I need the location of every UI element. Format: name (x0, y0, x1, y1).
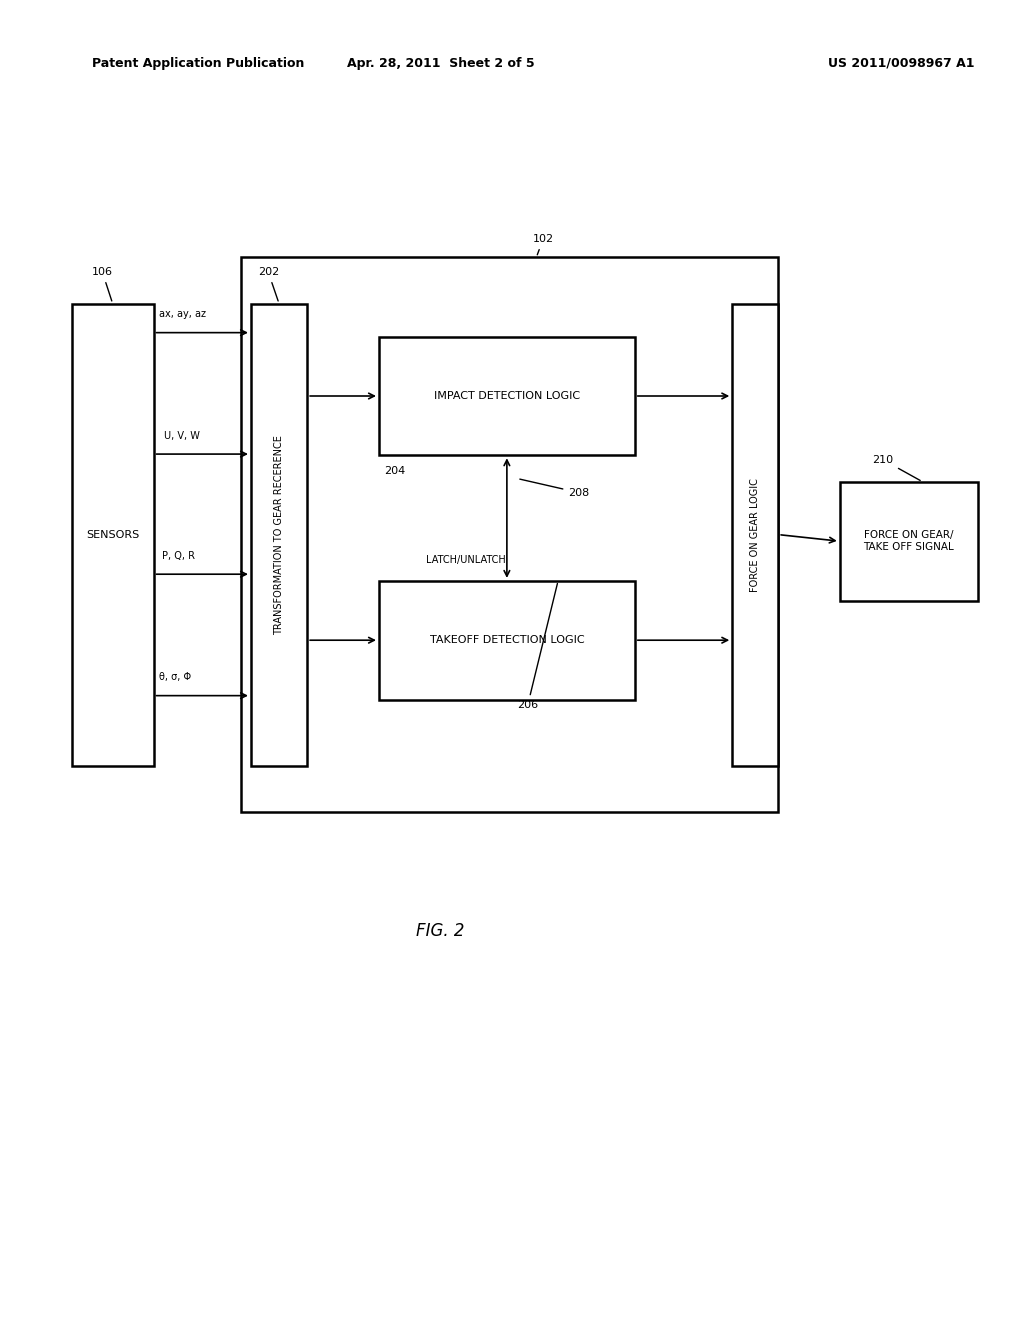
Text: IMPACT DETECTION LOGIC: IMPACT DETECTION LOGIC (434, 391, 580, 401)
FancyBboxPatch shape (379, 581, 635, 700)
Text: 102: 102 (532, 234, 554, 255)
Text: 202: 202 (258, 267, 279, 301)
Text: TAKEOFF DETECTION LOGIC: TAKEOFF DETECTION LOGIC (429, 635, 585, 645)
FancyBboxPatch shape (241, 257, 778, 812)
Text: TRANSFORMATION TO GEAR RECERENCE: TRANSFORMATION TO GEAR RECERENCE (274, 434, 284, 635)
FancyBboxPatch shape (840, 482, 978, 601)
Text: Apr. 28, 2011  Sheet 2 of 5: Apr. 28, 2011 Sheet 2 of 5 (346, 57, 535, 70)
Text: 208: 208 (520, 479, 590, 498)
Text: 106: 106 (92, 267, 113, 301)
Text: US 2011/0098967 A1: US 2011/0098967 A1 (827, 57, 975, 70)
Text: U, V, W: U, V, W (164, 430, 200, 441)
Text: SENSORS: SENSORS (86, 529, 139, 540)
Text: 204: 204 (384, 466, 406, 477)
Text: FORCE ON GEAR/
TAKE OFF SIGNAL: FORCE ON GEAR/ TAKE OFF SIGNAL (863, 531, 954, 552)
Text: ax, ay, az: ax, ay, az (159, 309, 206, 319)
Text: P, Q, R: P, Q, R (162, 550, 195, 561)
Text: 206: 206 (517, 583, 557, 710)
Text: θ, σ, Φ: θ, σ, Φ (159, 672, 190, 682)
Text: LATCH/UNLATCH: LATCH/UNLATCH (426, 554, 506, 565)
Text: Patent Application Publication: Patent Application Publication (92, 57, 304, 70)
FancyBboxPatch shape (732, 304, 778, 766)
FancyBboxPatch shape (251, 304, 307, 766)
Text: FORCE ON GEAR LOGIC: FORCE ON GEAR LOGIC (751, 478, 760, 591)
FancyBboxPatch shape (72, 304, 154, 766)
Text: FIG. 2: FIG. 2 (416, 921, 465, 940)
Text: 210: 210 (872, 454, 921, 480)
FancyBboxPatch shape (379, 337, 635, 455)
